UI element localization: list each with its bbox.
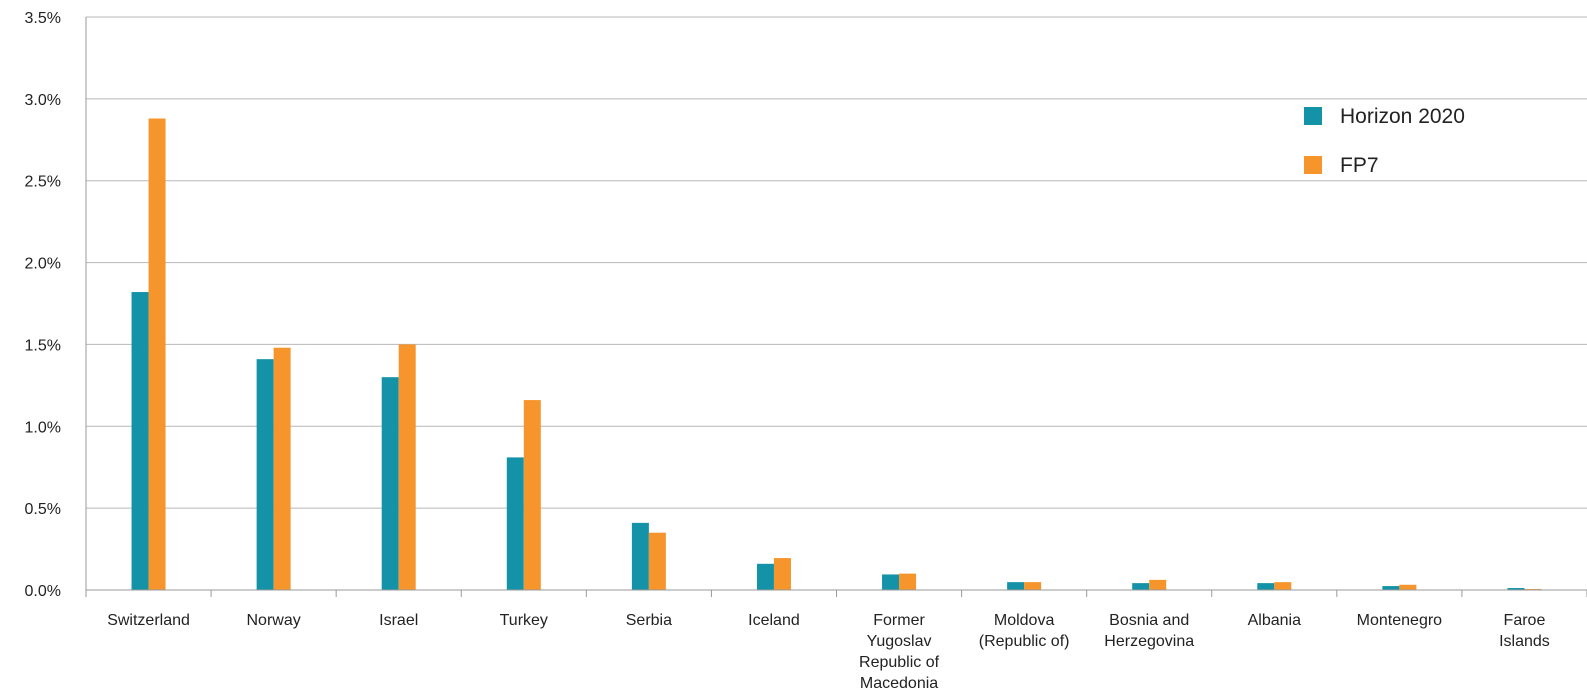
y-tick-label: 3.0% xyxy=(25,92,61,109)
x-category-label: Norway xyxy=(247,612,301,629)
y-axis-tick-labels: 0.0% 0.5% 1.0% 1.5% 2.0% 2.5% 3.0% 3.5% xyxy=(25,10,61,600)
x-category-label: Iceland xyxy=(748,612,800,629)
legend-label: Horizon 2020 xyxy=(1340,105,1465,128)
bar-fp7 xyxy=(523,400,541,590)
bar-fp7 xyxy=(1274,582,1292,590)
bar-fp7 xyxy=(899,573,917,590)
bar-horizon-2020 xyxy=(506,457,524,590)
x-category-label: Turkey xyxy=(500,612,548,629)
bar-horizon-2020 xyxy=(1007,582,1025,590)
bar-fp7 xyxy=(398,344,416,590)
x-category-label: Serbia xyxy=(626,612,672,629)
axes xyxy=(85,17,1587,597)
bar-fp7 xyxy=(1399,584,1417,590)
bar-fp7 xyxy=(648,532,666,590)
bar-horizon-2020 xyxy=(631,522,649,590)
x-category-label: Switzerland xyxy=(107,612,190,629)
bar-horizon-2020 xyxy=(1382,586,1400,590)
bar-horizon-2020 xyxy=(756,563,774,590)
bar-horizon-2020 xyxy=(882,574,900,590)
bar-horizon-2020 xyxy=(1132,583,1150,590)
bar-fp7 xyxy=(773,558,791,590)
y-tick-label: 0.0% xyxy=(25,583,61,600)
y-tick-label: 0.5% xyxy=(25,501,61,518)
y-tick-label: 1.0% xyxy=(25,419,61,436)
x-axis-category-labels: Switzerland Norway Israel Turkey Serbia Icela… xyxy=(107,612,1550,692)
bar-horizon-2020 xyxy=(131,292,149,590)
bar-fp7 xyxy=(273,347,291,590)
y-tick-label: 3.5% xyxy=(25,10,61,27)
x-category-label: Montenegro xyxy=(1357,612,1442,629)
y-tick-label: 2.0% xyxy=(25,256,61,273)
x-category-label: Faroe Islands xyxy=(1499,612,1550,650)
x-category-label: Bosnia and Herzegovina xyxy=(1104,612,1194,650)
x-category-label: Israel xyxy=(379,612,418,629)
legend-label: FP7 xyxy=(1340,154,1379,177)
legend-swatch xyxy=(1304,107,1322,125)
gridlines xyxy=(86,16,1587,509)
bar-fp7 xyxy=(1149,579,1167,590)
bar-horizon-2020 xyxy=(381,377,399,590)
y-tick-label: 2.5% xyxy=(25,174,61,191)
y-tick-label: 1.5% xyxy=(25,337,61,354)
bar-horizon-2020 xyxy=(256,359,274,590)
legend: Horizon 2020 FP7 xyxy=(1304,105,1465,177)
bar-fp7 xyxy=(148,118,166,590)
legend-swatch xyxy=(1304,156,1322,174)
x-category-label: Former Yugoslav Republic of Macedonia xyxy=(859,612,940,692)
x-category-label: Albania xyxy=(1248,612,1301,629)
bars xyxy=(131,118,1542,590)
bar-horizon-2020 xyxy=(1257,583,1275,590)
x-category-label: Moldova (Republic of) xyxy=(979,612,1070,650)
bar-horizon-2020 xyxy=(1507,588,1525,590)
bar-fp7 xyxy=(1024,582,1042,590)
